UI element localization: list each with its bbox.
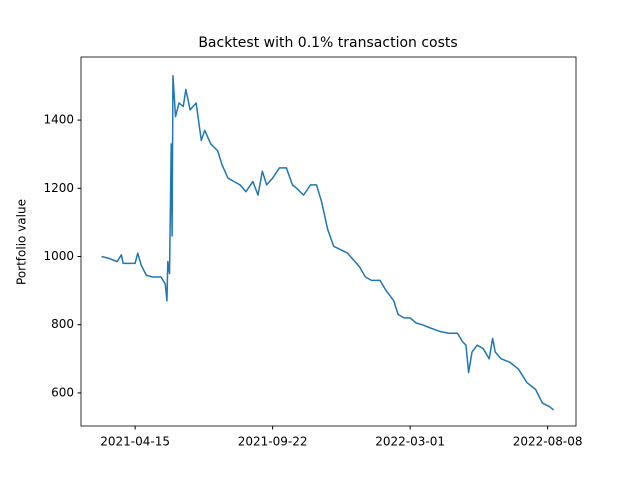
y-axis-label: Portfolio value	[15, 199, 29, 285]
chart-title: Backtest with 0.1% transaction costs	[198, 35, 457, 51]
y-tick-label: 1400	[43, 113, 74, 127]
line	[101, 75, 555, 411]
plot-frame	[80, 56, 577, 427]
y-tick-label: 800	[51, 317, 74, 331]
x-tick-label: 2021-04-15	[100, 435, 170, 449]
x-tick-label: 2021-09-22	[238, 435, 308, 449]
x-tick-label: 2022-08-08	[513, 435, 583, 449]
y-tick-label: 1200	[43, 181, 74, 195]
y-tick-label: 1000	[43, 249, 74, 263]
x-tick-label: 2022-03-01	[375, 435, 445, 449]
y-tick-label: 600	[51, 385, 74, 399]
